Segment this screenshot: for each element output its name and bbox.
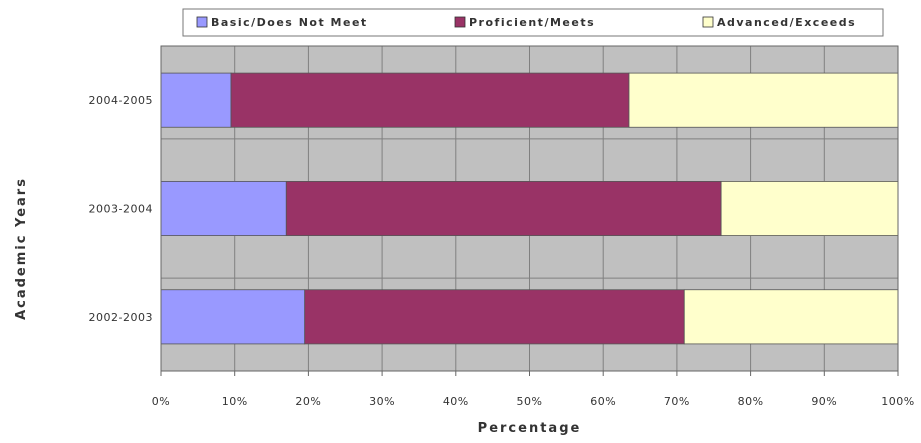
x-tick-label: 20% (295, 395, 321, 408)
y-tick-label: 2004-2005 (89, 94, 153, 107)
legend-label-basic-does-not-meet: Basic/Does Not Meet (211, 16, 368, 29)
bar-basic-does-not-meet-2002-2003 (160, 289, 306, 345)
bar-proficient-meets-2002-2003 (304, 289, 685, 345)
x-tick-label: 30% (369, 395, 395, 408)
x-tick-label: 10% (222, 395, 248, 408)
bar-proficient-meets-2003-2004 (285, 181, 722, 236)
x-tick-label: 60% (590, 395, 616, 408)
x-tick-label: 80% (738, 395, 764, 408)
y-tick-label: 2002-2003 (89, 311, 153, 324)
x-tick-label: 100% (881, 395, 914, 408)
legend-box (182, 8, 884, 37)
bar-advanced-exceeds-2003-2004 (720, 181, 899, 236)
legend-swatch-basic-does-not-meet (196, 16, 208, 28)
legend-swatch-advanced-exceeds (702, 16, 714, 28)
bar-basic-does-not-meet-2003-2004 (160, 181, 287, 236)
y-tick-label: 2003-2004 (89, 203, 153, 216)
axes: 2004-2005 2003-2004 2002-2003 0% 10% 20% 30% 40… (14, 45, 914, 436)
legend-label-proficient-meets: Proficient/Meets (469, 16, 595, 29)
legend-label-advanced-exceeds: Advanced/Exceeds (717, 16, 856, 29)
x-tick-label: 40% (443, 395, 469, 408)
bar-basic-does-not-meet-2004-2005 (160, 72, 232, 128)
legend-swatch-proficient-meets (454, 16, 466, 28)
bar-advanced-exceeds-2004-2005 (628, 72, 899, 128)
y-axis-title: Academic Years (14, 177, 29, 320)
bar-proficient-meets-2004-2005 (230, 72, 630, 128)
x-tick-label: 90% (811, 395, 837, 408)
x-axis-title: Percentage (478, 421, 582, 436)
x-tick-label: 0% (152, 395, 170, 408)
plot-area (160, 46, 899, 371)
x-tick-label: 70% (664, 395, 690, 408)
x-tick-label: 50% (517, 395, 543, 408)
bar-advanced-exceeds-2002-2003 (683, 289, 899, 345)
legend: Basic/Does Not Meet Proficient/Meets Advan… (182, 8, 884, 37)
